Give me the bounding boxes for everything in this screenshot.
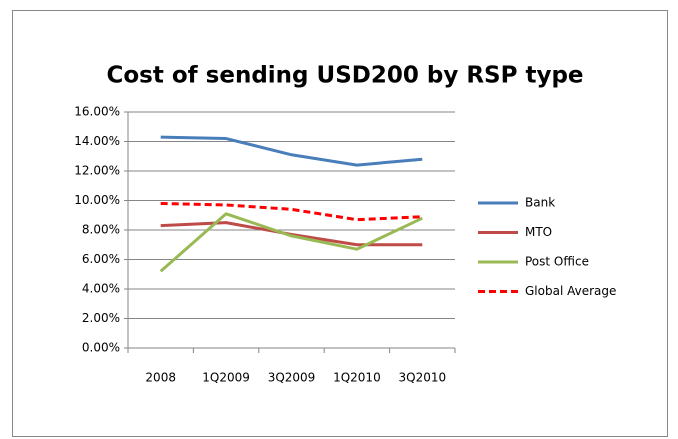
y-tick-label: 0.00% [82, 341, 120, 355]
series-line [159, 212, 423, 273]
x-tick-label: 3Q2009 [268, 371, 316, 385]
y-tick-label: 14.00% [74, 134, 120, 148]
legend-label: MTO [525, 225, 552, 239]
y-tick-label: 8.00% [82, 223, 120, 237]
x-tick-label: 3Q2010 [398, 371, 446, 385]
y-tick-label: 12.00% [74, 164, 120, 178]
y-tick-label: 6.00% [82, 252, 120, 266]
x-tick-label: 1Q2010 [333, 371, 381, 385]
y-tick-label: 4.00% [82, 282, 120, 296]
legend-label: Bank [525, 196, 555, 210]
series-line [160, 135, 423, 167]
x-tick-label: 1Q2009 [202, 371, 250, 385]
y-tick-label: 2.00% [82, 311, 120, 325]
y-tick-label: 10.00% [74, 193, 120, 207]
chart-title: Cost of sending USD200 by RSP type [106, 63, 583, 89]
legend-label: Post Office [525, 255, 589, 269]
y-tick-label: 16.00% [74, 105, 120, 119]
legend-label: Global Average [525, 284, 616, 298]
x-tick-label: 2008 [145, 371, 176, 385]
chart-border [12, 10, 668, 437]
